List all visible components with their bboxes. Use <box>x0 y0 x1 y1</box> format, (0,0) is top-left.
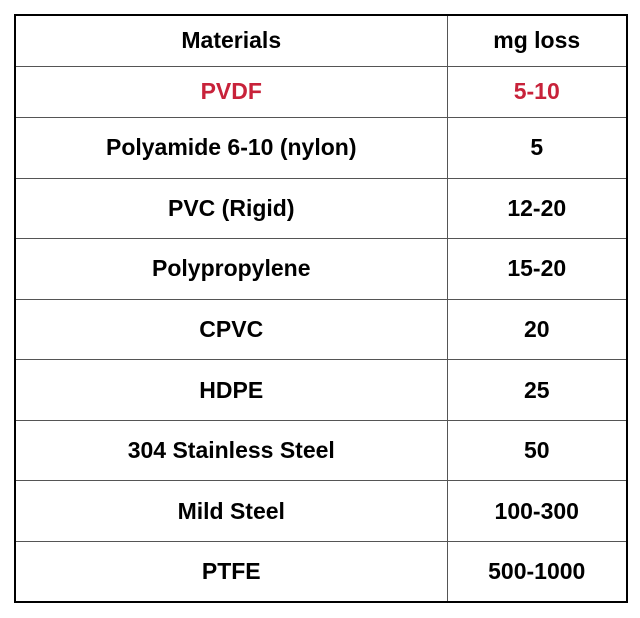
mg-loss-cell: 25 <box>446 359 628 421</box>
mg-loss-cell: 5-10 <box>446 65 628 118</box>
table-row: PTFE 500-1000 <box>14 540 628 603</box>
table-row: HDPE 25 <box>14 359 628 421</box>
mg-loss-cell: 100-300 <box>446 480 628 542</box>
mg-loss-cell: 50 <box>446 419 628 482</box>
table-row: Mild Steel 100-300 <box>14 480 628 542</box>
material-cell: PVC (Rigid) <box>14 177 448 240</box>
mg-loss-cell: 5 <box>446 116 628 179</box>
table-header: Materials mg loss <box>14 14 628 67</box>
material-cell: PVDF <box>14 65 448 118</box>
material-cell: 304 Stainless Steel <box>14 419 448 482</box>
table-row: PVDF 5-10 <box>14 65 628 118</box>
materials-table: Materials mg loss PVDF 5-10 Polyamide 6-10 … <box>14 14 628 603</box>
table-row: Polyamide 6-10 (nylon) 5 <box>14 116 628 179</box>
table-row: 304 Stainless Steel 50 <box>14 419 628 482</box>
mg-loss-cell: 15-20 <box>446 238 628 300</box>
material-cell: Mild Steel <box>14 480 448 542</box>
material-cell: CPVC <box>14 298 448 361</box>
material-cell: Polypropylene <box>14 238 448 300</box>
table-row: Polypropylene 15-20 <box>14 238 628 300</box>
mg-loss-cell: 12-20 <box>446 177 628 240</box>
table-body: PVDF 5-10 Polyamide 6-10 (nylon) 5 PVC (Rigi… <box>14 65 628 603</box>
material-cell: PTFE <box>14 540 448 603</box>
table-row: PVC (Rigid) 12-20 <box>14 177 628 240</box>
mg-loss-cell: 20 <box>446 298 628 361</box>
material-cell: Polyamide 6-10 (nylon) <box>14 116 448 179</box>
header-cell: Materials <box>14 14 448 67</box>
mg-loss-cell: 500-1000 <box>446 540 628 603</box>
header-cell: mg loss <box>446 14 628 67</box>
header-row: Materials mg loss <box>14 14 628 67</box>
material-cell: HDPE <box>14 359 448 421</box>
table-row: CPVC 20 <box>14 298 628 361</box>
